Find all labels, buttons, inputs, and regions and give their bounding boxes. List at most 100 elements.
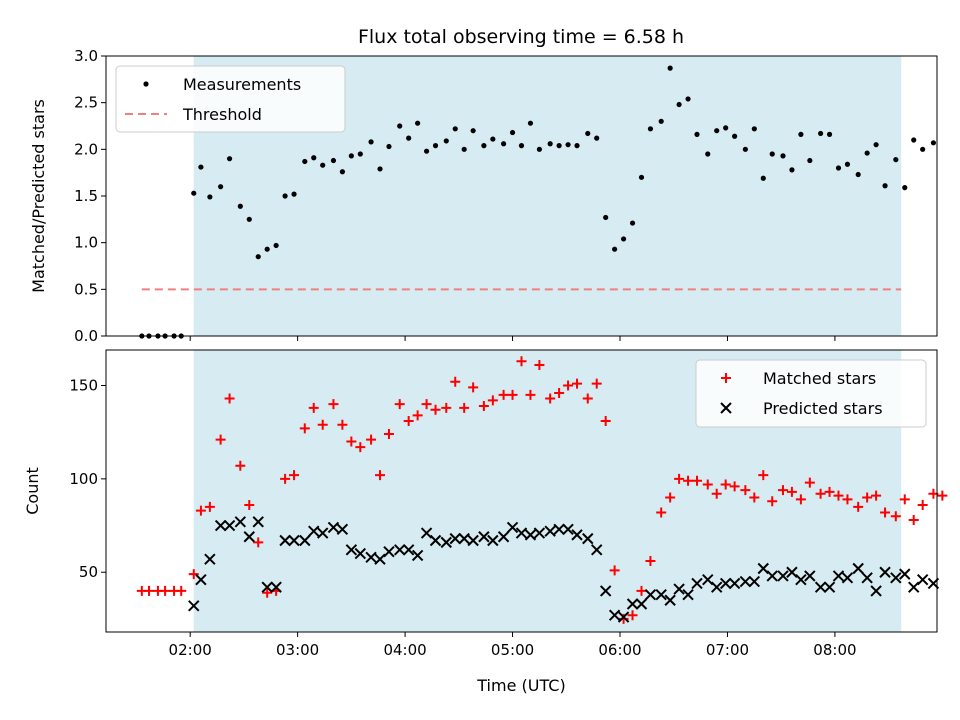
top-y-axis: 0.0 0.5 1.0 1.5 2.0 2.5 3.0 — [74, 47, 106, 345]
data-point — [348, 153, 354, 159]
data-point — [452, 126, 458, 132]
data-point — [702, 574, 714, 586]
data-point — [411, 549, 424, 562]
data-point — [280, 473, 291, 484]
data-point — [600, 415, 611, 426]
data-point — [412, 410, 423, 421]
data-point — [308, 402, 319, 413]
data-point — [826, 131, 833, 137]
data-point — [440, 536, 452, 549]
data-point — [620, 236, 627, 242]
data-point — [714, 128, 720, 134]
data-point — [255, 254, 261, 260]
data-point — [279, 534, 291, 547]
data-point — [518, 143, 525, 149]
data-point — [459, 402, 470, 413]
data-point — [509, 129, 516, 136]
data-point — [629, 220, 636, 226]
legend-label: Matched stars — [763, 369, 876, 388]
data-point — [871, 490, 882, 501]
data-point — [638, 174, 645, 180]
y-tick-label: 0.0 — [74, 327, 98, 345]
data-point — [536, 146, 543, 152]
data-point — [608, 609, 621, 621]
data-point — [337, 419, 348, 430]
data-point — [758, 470, 769, 481]
data-point — [920, 146, 926, 152]
data-point — [354, 547, 367, 560]
data-point — [345, 544, 358, 556]
data-point — [899, 494, 910, 505]
x-tick-label: 03:00 — [276, 641, 319, 659]
bottom-legend: Matched stars Predicted stars — [695, 359, 927, 428]
data-point — [644, 588, 657, 601]
x-tick-label: 08:00 — [813, 641, 856, 659]
bottom-y-axis: 50 100 150 — [69, 376, 106, 581]
data-point — [795, 494, 806, 505]
data-point — [554, 387, 565, 398]
data-point — [861, 572, 873, 584]
data-point — [817, 130, 824, 137]
data-point — [815, 488, 826, 499]
data-point — [308, 525, 320, 537]
data-point — [547, 141, 553, 147]
data-point — [893, 157, 899, 163]
data-point — [430, 404, 441, 415]
data-point — [429, 534, 442, 547]
data-point — [571, 529, 583, 541]
data-point — [674, 473, 685, 484]
data-point — [617, 611, 630, 623]
data-point — [450, 376, 461, 387]
data-point — [691, 577, 703, 590]
data-point — [729, 481, 740, 492]
data-point — [626, 598, 639, 610]
series-matched-stars — [136, 356, 948, 624]
data-point — [673, 583, 685, 595]
legend-label: Measurements — [183, 75, 301, 94]
data-point — [711, 581, 723, 593]
bottom-x-axis: 02:00 03:00 04:00 05:00 06:00 07:00 08:00 — [169, 632, 857, 659]
data-point — [647, 126, 654, 132]
data-point — [814, 581, 827, 593]
series-measurements — [139, 65, 937, 339]
data-point — [432, 143, 439, 149]
data-point — [562, 523, 574, 535]
x-tick-label: 05:00 — [491, 641, 534, 659]
legend-label: Threshold — [182, 105, 262, 124]
data-point — [441, 402, 452, 413]
chart-title: Flux total observing time = 6.58 h — [358, 26, 684, 48]
data-point — [273, 242, 279, 249]
data-point — [525, 389, 536, 400]
series-predicted-stars — [188, 516, 940, 623]
data-point — [544, 525, 556, 537]
data-point — [574, 143, 580, 149]
data-point — [636, 585, 647, 596]
data-point — [740, 485, 751, 496]
data-point — [470, 128, 476, 134]
data-point — [732, 133, 738, 139]
data-point — [188, 569, 199, 580]
data-point — [262, 587, 273, 598]
data-point — [506, 521, 519, 534]
data-point — [795, 574, 807, 586]
data-point — [603, 214, 609, 221]
data-point — [720, 479, 731, 490]
data-point — [582, 393, 593, 404]
data-point — [798, 131, 804, 137]
top-legend: Measurements Threshold — [115, 65, 346, 133]
data-point — [789, 167, 795, 173]
bottom-x-axis-label: Time (UTC) — [476, 676, 565, 695]
data-point — [937, 490, 948, 501]
data-point — [902, 185, 908, 191]
data-point — [253, 537, 264, 548]
y-tick-label: 100 — [69, 470, 98, 488]
data-point — [458, 532, 470, 545]
data-point — [288, 534, 300, 547]
data-point — [656, 507, 667, 518]
bottom-series-layer — [136, 356, 948, 624]
data-point — [880, 507, 891, 518]
data-point — [556, 143, 562, 149]
data-point — [591, 378, 602, 389]
top-plot-frame — [105, 55, 938, 337]
data-point — [527, 120, 534, 126]
